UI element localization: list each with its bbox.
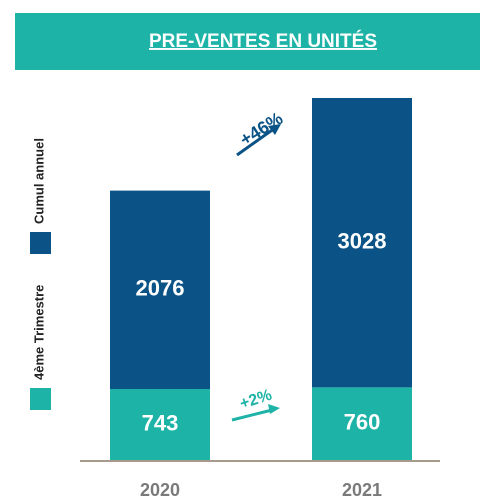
value-label: 3028	[338, 228, 387, 253]
bar-segment	[312, 387, 412, 460]
annotation: +2%	[238, 387, 274, 413]
arrow-head	[268, 404, 280, 414]
legend-label: Cumul annuel	[31, 138, 46, 224]
legend-swatch	[30, 232, 51, 254]
x-tick-label: 2021	[342, 480, 382, 500]
legend-label: 4ème Trimestre	[31, 285, 46, 380]
arrow	[236, 126, 276, 157]
value-label: 760	[344, 409, 381, 434]
arrow-head	[268, 124, 281, 135]
bar-segment	[312, 98, 412, 388]
value-label: 2076	[136, 276, 185, 301]
title-band	[15, 13, 480, 70]
value-label: 743	[142, 410, 179, 435]
legend-swatch	[30, 388, 51, 410]
bar-segment	[110, 190, 210, 389]
chart-title: PRE-VENTES EN UNITÉS	[149, 30, 377, 52]
bar-segment	[110, 388, 210, 460]
x-tick-label: 2020	[140, 480, 180, 500]
annotation: +46%	[236, 108, 286, 150]
arrow	[231, 408, 273, 422]
